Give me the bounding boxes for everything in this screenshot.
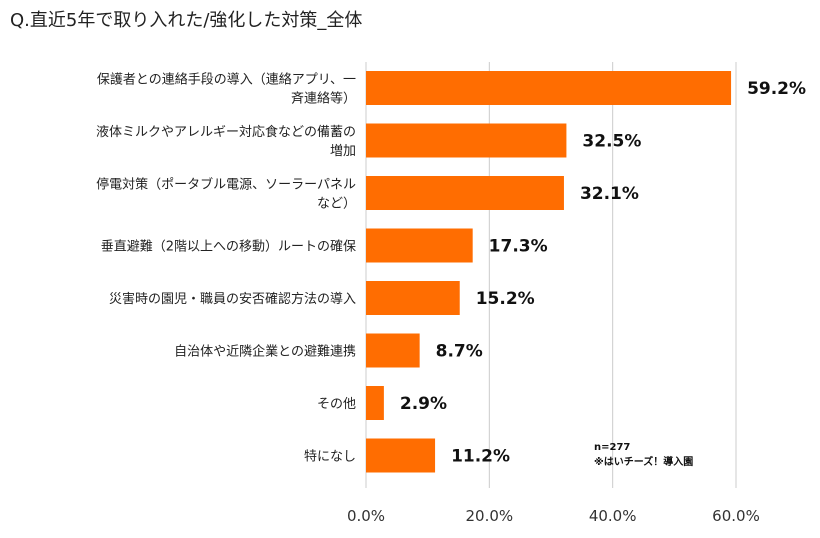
x-tick-label: 0.0% bbox=[347, 507, 385, 525]
category-label: 自治体や近隣企業との避難連携 bbox=[174, 344, 356, 360]
x-tick-label: 20.0% bbox=[466, 507, 514, 525]
category-label: 停電対策（ポータブル電源、ソーラーパネル bbox=[96, 177, 356, 193]
chart-note: n=277 ※はいチーズ！導入園 bbox=[594, 440, 693, 470]
data-label: 59.2% bbox=[747, 79, 806, 99]
bar bbox=[366, 281, 460, 315]
data-label: 32.1% bbox=[580, 184, 639, 204]
category-label: 特になし bbox=[304, 450, 356, 465]
bar bbox=[366, 333, 420, 368]
data-label: 11.2% bbox=[451, 447, 510, 467]
sample-size-label: n=277 bbox=[594, 442, 631, 453]
category-label: 災害時の園児・職員の安否確認方法の導入 bbox=[109, 291, 356, 307]
x-tick-label: 40.0% bbox=[589, 507, 637, 525]
category-label: 垂直避難（2階以上への移動）ルートの確保 bbox=[101, 239, 356, 255]
data-label: 32.5% bbox=[582, 132, 641, 152]
data-label: 8.7% bbox=[436, 342, 483, 362]
category-label: 保護者との連絡手段の導入（連絡アプリ、一 bbox=[97, 72, 356, 88]
bar bbox=[366, 438, 436, 473]
bar bbox=[366, 386, 384, 420]
data-label: 17.3% bbox=[489, 237, 548, 257]
bar bbox=[366, 123, 567, 158]
category-label: 増加 bbox=[330, 144, 356, 159]
category-label: 液体ミルクやアレルギー対応食などの備蓄の bbox=[96, 124, 356, 140]
source-note-label: ※はいチーズ！導入園 bbox=[594, 457, 694, 468]
category-label: その他 bbox=[317, 397, 356, 412]
data-label: 15.2% bbox=[476, 289, 535, 309]
bar bbox=[366, 71, 732, 105]
chart-title: Q.直近5年で取り入れた/強化した対策_全体 bbox=[10, 10, 363, 31]
data-label: 2.9% bbox=[400, 394, 447, 414]
bar bbox=[366, 228, 473, 263]
x-tick-label: 60.0% bbox=[712, 507, 760, 525]
category-label: など） bbox=[317, 197, 356, 212]
bar bbox=[366, 176, 564, 210]
category-label: 斉連絡等） bbox=[291, 91, 356, 107]
